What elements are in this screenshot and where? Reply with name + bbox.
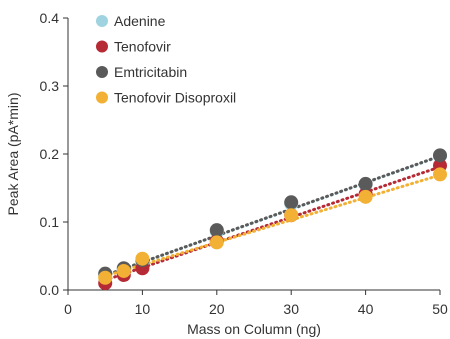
trendline-series-3 <box>103 173 442 278</box>
data-point-series-2 <box>284 195 299 210</box>
legend-label-series-3: Tenofovir Disoproxil <box>114 90 236 106</box>
legend-marker-series-3 <box>96 91 108 104</box>
legend-label-series-1: Tenofovir <box>114 39 171 55</box>
data-point-series-3 <box>358 189 373 204</box>
data-point-series-3 <box>209 235 224 250</box>
legend-label-series-0: Adenine <box>114 13 166 29</box>
legend-marker-series-1 <box>96 40 108 53</box>
x-tick-label: 10 <box>135 301 151 317</box>
legend-label-series-2: Emtricitabin <box>114 64 187 80</box>
trendline-series-2 <box>103 154 442 277</box>
x-axis-title: Mass on Column (ng) <box>187 321 321 337</box>
y-tick-label: 0.4 <box>40 10 60 26</box>
data-point-series-3 <box>135 251 150 266</box>
x-tick-label: 40 <box>358 301 374 317</box>
data-point-series-3 <box>116 263 131 278</box>
x-tick-label: 0 <box>64 301 72 317</box>
data-point-series-3 <box>284 208 299 223</box>
x-tick-label: 50 <box>432 301 448 317</box>
y-tick-label: 0.2 <box>40 146 60 162</box>
data-point-series-2 <box>209 223 224 238</box>
legend-marker-series-2 <box>96 66 108 78</box>
legend-marker-series-0 <box>96 15 108 27</box>
data-point-series-3 <box>433 167 447 182</box>
trendlines <box>103 154 442 282</box>
trendline-series-1 <box>103 165 442 282</box>
data-point-series-3 <box>98 270 113 285</box>
y-tick-label: 0.1 <box>40 214 60 230</box>
data-point-series-2 <box>433 148 447 163</box>
legend: Adenine Tenofovir Emtricitabin Tenofovir Di… <box>96 13 236 106</box>
y-tick-label: 0.0 <box>40 282 60 298</box>
y-ticks: 0.0 0.1 0.2 0.3 0.4 <box>40 10 68 298</box>
data-point-series-2 <box>358 176 373 191</box>
axes <box>67 18 440 291</box>
x-tick-label: 30 <box>283 301 299 317</box>
data-points <box>98 148 447 291</box>
y-tick-label: 0.3 <box>40 78 60 94</box>
x-ticks: 0 10 20 30 40 50 <box>64 290 448 317</box>
x-tick-label: 20 <box>209 301 225 317</box>
y-axis-title: Peak Area (pA*min) <box>5 93 21 216</box>
